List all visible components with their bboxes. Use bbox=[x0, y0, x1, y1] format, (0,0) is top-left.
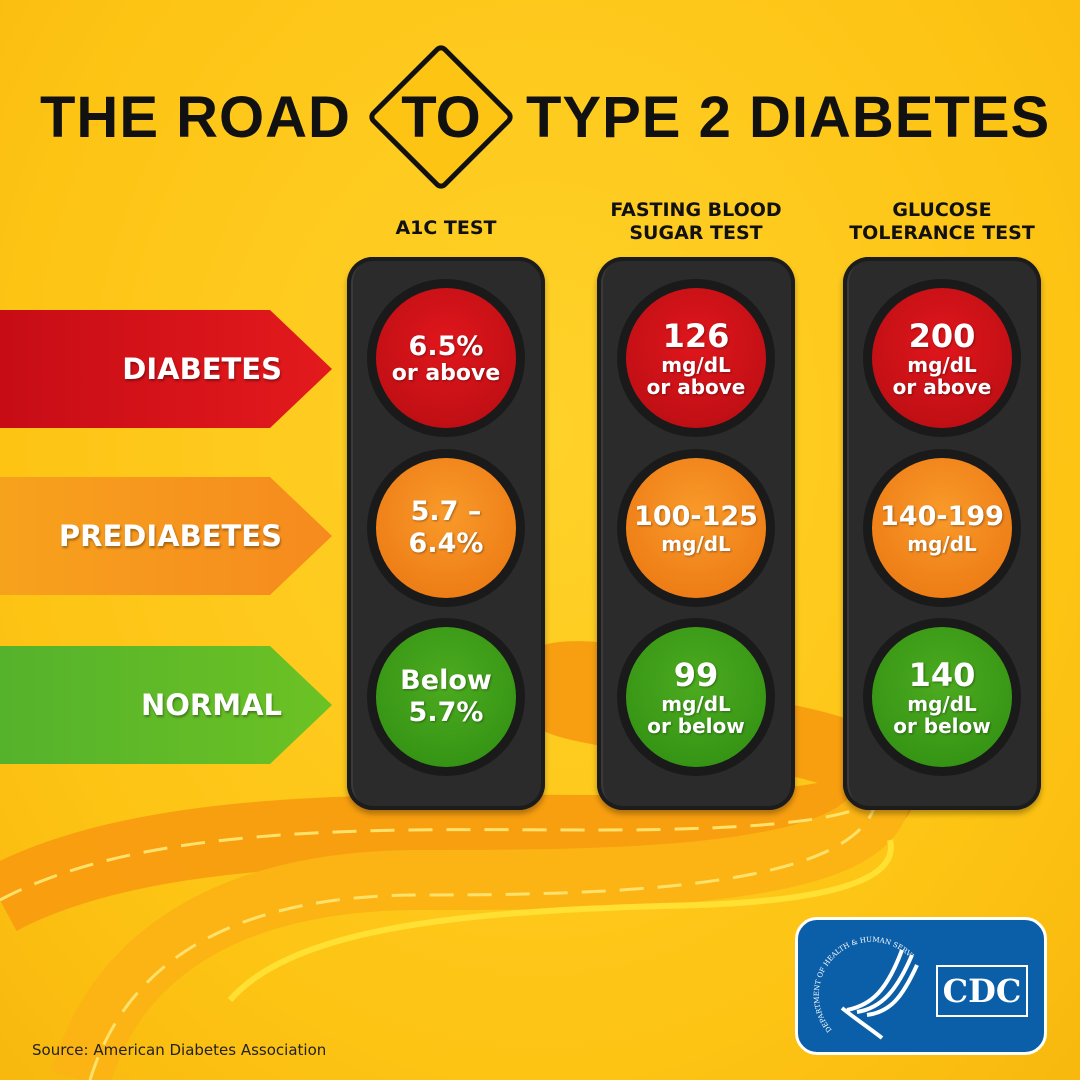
column-header-a1c: A1C TEST bbox=[395, 217, 497, 239]
green-light: Below 5.7% bbox=[376, 627, 516, 767]
hhs-cdc-logo: DEPARTMENT OF HEALTH & HUMAN SERVICES · … bbox=[795, 917, 1047, 1055]
cdc-logo-text: CDC bbox=[936, 965, 1028, 1017]
red-light: 126 mg/dL or above bbox=[626, 288, 766, 428]
traffic-light-fasting: 126 mg/dL or above 100-125 mg/dL 99 mg/dL or … bbox=[597, 257, 795, 810]
title-sign-word: TO bbox=[401, 85, 481, 150]
title-part-2: TYPE 2 DIABETES bbox=[526, 85, 1051, 150]
category-normal: NORMAL bbox=[0, 646, 332, 764]
category-diabetes: DIABETES bbox=[0, 310, 332, 428]
orange-light: 140-199 mg/dL bbox=[872, 458, 1012, 598]
source-note: Source: American Diabetes Association bbox=[32, 1041, 327, 1059]
traffic-light-a1c: 6.5% or above 5.7 –6.4% Below 5.7% bbox=[347, 257, 545, 810]
title-part-1: THE ROAD bbox=[40, 85, 351, 150]
red-light: 200 mg/dL or above bbox=[872, 288, 1012, 428]
column-header-fasting: FASTING BLOOD SUGAR TEST bbox=[610, 199, 782, 244]
hhs-eagle-icon: DEPARTMENT OF HEALTH & HUMAN SERVICES · … bbox=[802, 920, 919, 1040]
orange-light: 100-125 mg/dL bbox=[626, 458, 766, 598]
category-label: PREDIABETES bbox=[58, 519, 282, 553]
traffic-light-glucose-tolerance: 200 mg/dL or above 140-199 mg/dL 140 mg/dL or… bbox=[843, 257, 1041, 810]
orange-light: 5.7 –6.4% bbox=[376, 458, 516, 598]
category-label: NORMAL bbox=[140, 688, 282, 722]
green-light: 99 mg/dL or below bbox=[626, 627, 766, 767]
svg-text:DEPARTMENT OF HEALTH & HUMAN S: DEPARTMENT OF HEALTH & HUMAN SERVICES · … bbox=[802, 920, 915, 1034]
category-prediabetes: PREDIABETES bbox=[0, 477, 332, 595]
column-header-glucose-tolerance: GLUCOSE TOLERANCE TEST bbox=[849, 199, 1035, 244]
category-label: DIABETES bbox=[122, 352, 282, 386]
green-light: 140 mg/dL or below bbox=[872, 627, 1012, 767]
red-light: 6.5% or above bbox=[376, 288, 516, 428]
